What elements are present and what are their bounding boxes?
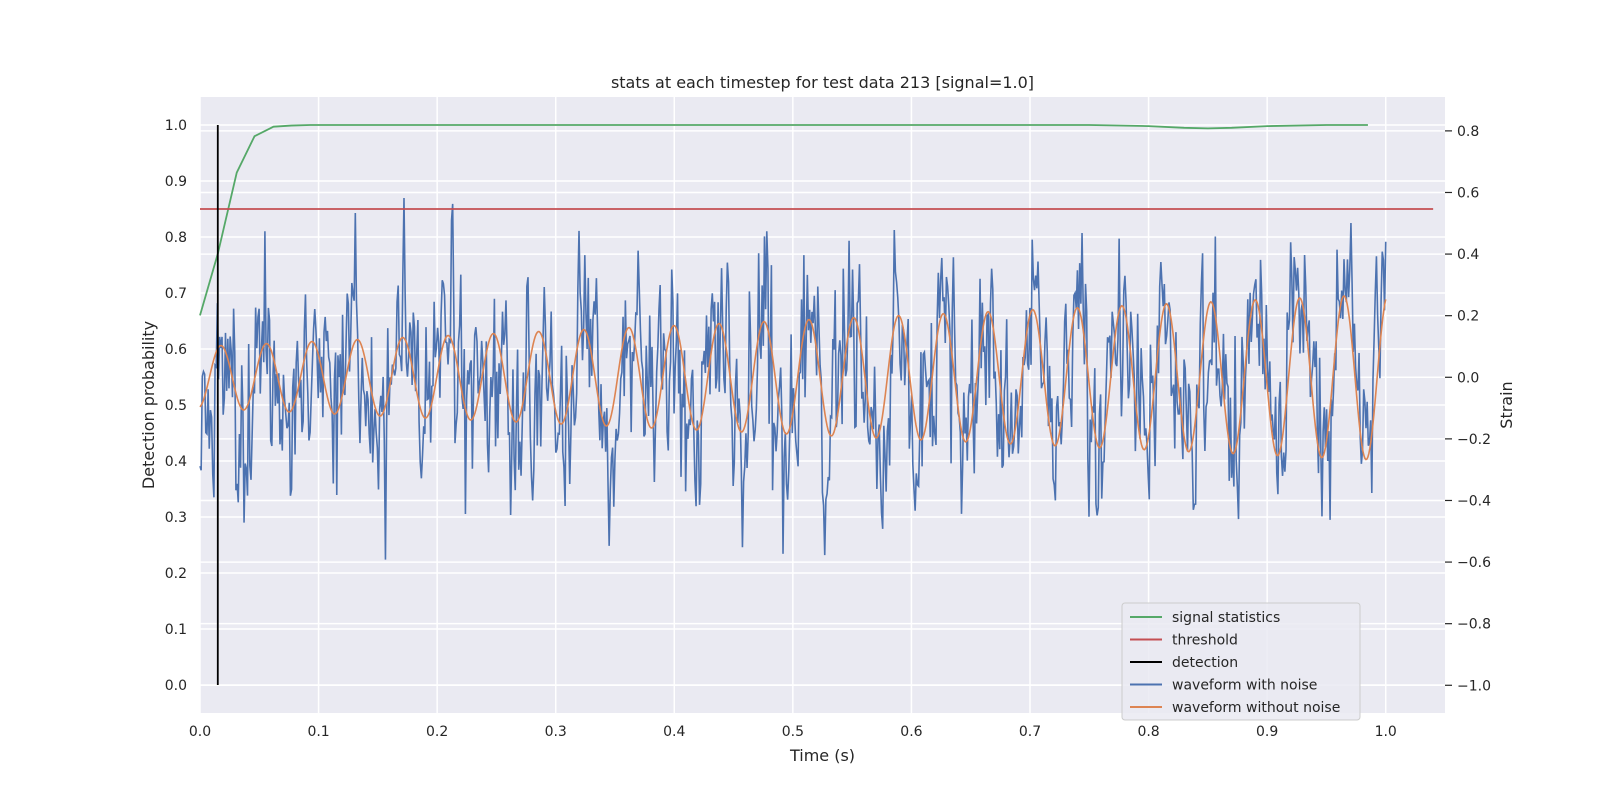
- y2-tick-label: −0.6: [1457, 555, 1491, 571]
- y2-tick-label: 0.4: [1457, 247, 1479, 263]
- plot-lines: [199, 124, 1434, 685]
- legend-label: signal statistics: [1172, 610, 1280, 626]
- chart-title: stats at each timestep for test data 213…: [611, 73, 1034, 92]
- x-tick-label: 0.1: [307, 724, 329, 740]
- legend-label: waveform without noise: [1172, 700, 1340, 716]
- y2-tick-label: −1.0: [1457, 678, 1491, 694]
- x-tick-label: 0.2: [426, 724, 448, 740]
- x-tick-label: 0.4: [663, 724, 685, 740]
- y-tick-label: 0.1: [165, 622, 187, 638]
- y2-tick-label: 0.0: [1457, 370, 1479, 386]
- y-tick-label: 0.9: [165, 174, 187, 190]
- x-tick-label: 0.9: [1256, 724, 1278, 740]
- y-axis-label: Detection probability: [139, 321, 158, 489]
- y-tick-label: 0.6: [165, 342, 187, 358]
- y-tick-label: 0.3: [165, 510, 187, 526]
- x-tick-label: 0.7: [1019, 724, 1041, 740]
- x-tick-label: 0.5: [782, 724, 804, 740]
- series-waveform-without-noise: [199, 295, 1387, 461]
- x-tick-label: 0.0: [189, 724, 211, 740]
- y-tick-label: 0.8: [165, 230, 187, 246]
- y2-tick-label: 0.2: [1457, 309, 1479, 325]
- y2-axis-label: Strain: [1497, 381, 1516, 428]
- y2-tick-label: −0.4: [1457, 493, 1491, 509]
- y2-tick-label: 0.8: [1457, 124, 1479, 140]
- y-tick-label: 0.4: [165, 454, 187, 470]
- legend: signal statistics threshold detection wavef…: [1121, 602, 1361, 721]
- x-tick-label: 0.8: [1137, 724, 1159, 740]
- y2-tick-label: −0.8: [1457, 617, 1491, 633]
- y-tick-label: 0.5: [165, 398, 187, 414]
- legend-label: waveform with noise: [1172, 678, 1317, 694]
- y-tick-label: 0.0: [165, 678, 187, 694]
- series-signal-statistics: [199, 124, 1368, 316]
- y2-tick-label: 0.6: [1457, 185, 1479, 201]
- y-tick-label: 0.7: [165, 286, 187, 302]
- legend-box: [1121, 602, 1361, 721]
- x-tick-label: 1.0: [1375, 724, 1397, 740]
- x-axis: 0.0 0.1 0.2 0.3 0.4 0.5 0.6 0.7 0.8 0.9 1.0: [189, 724, 1397, 740]
- y-tick-label: 1.0: [165, 118, 187, 134]
- left-axis: 0.0 0.1 0.2 0.3 0.4 0.5 0.6 0.7 0.8 0.9 1.0: [165, 118, 187, 694]
- y2-tick-label: −0.2: [1457, 432, 1491, 448]
- x-axis-label: Time (s): [789, 746, 855, 765]
- legend-label: detection: [1172, 655, 1238, 671]
- x-tick-label: 0.3: [545, 724, 567, 740]
- right-axis: −1.0 −0.8 −0.6 −0.4 −0.2 0.0 0.2 0.4 0.6 0.8: [1445, 124, 1491, 694]
- legend-label: threshold: [1172, 633, 1238, 649]
- x-tick-label: 0.6: [900, 724, 922, 740]
- y-tick-label: 0.2: [165, 566, 187, 582]
